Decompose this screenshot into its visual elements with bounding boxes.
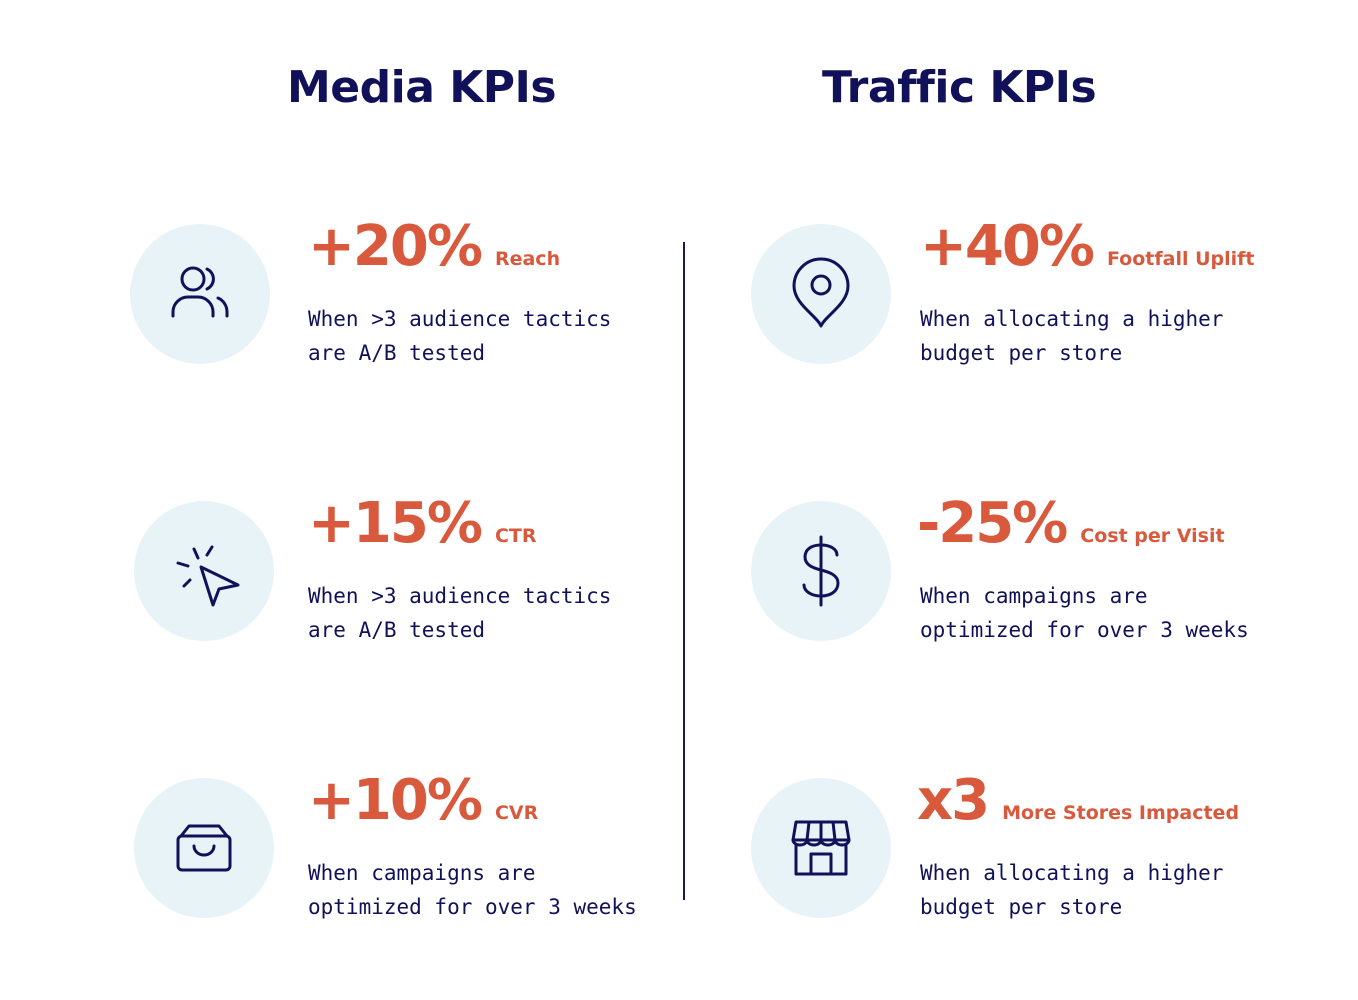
kpi-description-line: When allocating a higher — [920, 307, 1224, 331]
kpi-value: +20% — [308, 214, 483, 279]
kpi-description-line: budget per store — [920, 341, 1123, 365]
kpi-value: +40% — [920, 214, 1095, 279]
kpi-description: When allocating a higher budget per stor… — [920, 302, 1260, 370]
icon-badge — [134, 501, 274, 641]
kpi-description: When campaigns are optimized for over 3 … — [920, 579, 1260, 647]
kpi-metric-label: Reach — [494, 248, 561, 270]
kpi-description-line: are A/B tested — [308, 341, 486, 365]
kpi-ctr: +15% CTR When >3 audience tactics are A/B… — [134, 491, 754, 661]
kpi-description-line: are A/B tested — [308, 618, 486, 642]
media-kpis-title: Media KPIs — [287, 62, 557, 113]
icon-badge — [751, 778, 891, 918]
kpi-description-line: When campaigns are — [920, 584, 1148, 608]
kpi-description: When >3 audience tactics are A/B tested — [308, 579, 648, 647]
kpi-cvr: +10% CVR When campaigns are optimized for… — [134, 768, 754, 938]
icon-badge — [751, 501, 891, 641]
kpi-description: When >3 audience tactics are A/B tested — [308, 302, 648, 370]
icon-badge — [751, 224, 891, 364]
kpi-metric-label: CTR — [494, 525, 537, 547]
icon-badge — [134, 778, 274, 918]
shopping-bag-icon — [176, 824, 232, 872]
map-pin-icon — [792, 257, 850, 328]
kpi-description-line: optimized for over 3 weeks — [920, 618, 1249, 642]
kpi-description-line: When campaigns are — [308, 861, 536, 885]
kpi-cost-per-visit: -25% Cost per Visit When campaigns are op… — [751, 491, 1358, 661]
kpi-metric-label: CVR — [494, 802, 539, 824]
kpi-metric-label: Footfall Uplift — [1106, 248, 1255, 270]
storefront-icon — [791, 820, 851, 876]
kpi-value: x3 — [917, 768, 990, 833]
kpi-value: +15% — [308, 491, 483, 556]
cursor-click-icon — [176, 545, 240, 607]
kpi-description-line: budget per store — [920, 895, 1123, 919]
kpi-footfall-uplift: +40% Footfall Uplift When allocating a hi… — [751, 214, 1358, 384]
kpi-description-line: When allocating a higher — [920, 861, 1224, 885]
kpi-stores-impacted: x3 More Stores Impacted When allocating a… — [751, 768, 1358, 938]
column-divider — [683, 242, 685, 900]
kpi-description-line: When >3 audience tactics — [308, 584, 612, 608]
kpi-description: When campaigns are optimized for over 3 … — [308, 856, 648, 924]
kpi-metric-label: Cost per Visit — [1080, 525, 1225, 547]
traffic-kpis-title: Traffic KPIs — [822, 62, 1097, 113]
kpi-reach: +20% Reach When >3 audience tactics are A… — [130, 214, 750, 384]
kpi-metric-label: More Stores Impacted — [1002, 802, 1240, 824]
kpi-description-line: When >3 audience tactics — [308, 307, 612, 331]
kpi-description-line: optimized for over 3 weeks — [308, 895, 637, 919]
users-icon — [171, 266, 229, 318]
icon-badge — [130, 224, 270, 364]
kpi-value: +10% — [308, 768, 483, 833]
dollar-sign-icon — [802, 535, 840, 607]
kpi-value: -25% — [917, 491, 1068, 556]
kpi-description: When allocating a higher budget per stor… — [920, 856, 1260, 924]
